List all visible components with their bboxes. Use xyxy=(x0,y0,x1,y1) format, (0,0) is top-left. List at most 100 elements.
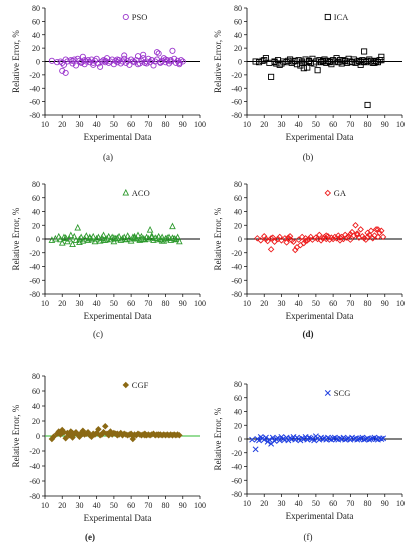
x-tick-label: 50 xyxy=(110,299,118,308)
data-point xyxy=(354,436,361,443)
y-tick-label: -20 xyxy=(231,249,242,258)
x-tick-label: 70 xyxy=(346,120,354,129)
data-point xyxy=(169,234,176,241)
y-tick-label: -60 xyxy=(29,276,40,285)
data-point xyxy=(343,234,351,241)
data-point xyxy=(364,233,371,241)
y-tick-label: -60 xyxy=(29,98,40,107)
data-point xyxy=(98,58,105,65)
x-tick-label: 50 xyxy=(312,499,320,508)
data-point xyxy=(79,430,87,437)
y-tick-label: 40 xyxy=(32,208,40,217)
data-point xyxy=(324,13,331,21)
data-point xyxy=(163,234,171,241)
data-point xyxy=(307,435,314,442)
data-point xyxy=(371,232,378,239)
data-point xyxy=(171,55,178,62)
x-tick-label: 90 xyxy=(381,120,389,129)
y-tick-label: 0 xyxy=(238,235,242,244)
data-point xyxy=(261,57,268,64)
data-point xyxy=(362,236,370,243)
y-axis-title: Relative Error, % xyxy=(213,30,223,93)
data-point xyxy=(122,59,129,66)
y-tick-label: 20 xyxy=(32,417,40,426)
panel-caption: (f) xyxy=(304,532,313,542)
y-tick-label: 20 xyxy=(234,44,242,53)
panel-caption: (e) xyxy=(85,532,95,542)
data-point xyxy=(143,60,150,67)
data-point xyxy=(369,235,376,242)
data-point xyxy=(95,426,102,433)
data-point xyxy=(366,231,373,239)
x-tick-label: 10 xyxy=(41,501,49,510)
data-point xyxy=(148,232,156,239)
y-tick-label: -60 xyxy=(231,98,242,107)
data-point xyxy=(155,431,162,438)
x-tick-label: 80 xyxy=(364,299,372,308)
data-point xyxy=(266,436,273,443)
y-tick-label: -60 xyxy=(231,276,242,285)
x-axis-title: Experimental Data xyxy=(286,311,354,321)
data-point xyxy=(169,47,176,54)
x-tick-label: 90 xyxy=(381,499,389,508)
x-tick-label: 90 xyxy=(179,299,187,308)
y-tick-label: -40 xyxy=(29,263,40,272)
y-tick-label: 0 xyxy=(36,235,40,244)
y-tick-label: -80 xyxy=(29,111,40,120)
data-point xyxy=(292,57,299,64)
data-point xyxy=(153,234,161,242)
data-point xyxy=(280,436,287,442)
data-point xyxy=(264,237,271,245)
y-tick-label: 0 xyxy=(36,58,40,67)
x-tick-label: 40 xyxy=(295,499,303,508)
data-point xyxy=(319,57,326,64)
data-point xyxy=(174,233,181,241)
data-point xyxy=(299,59,306,66)
data-point xyxy=(78,59,85,66)
data-point xyxy=(269,434,276,441)
data-point xyxy=(72,62,80,69)
x-tick-label: 60 xyxy=(127,120,135,129)
data-point xyxy=(347,58,354,65)
data-point xyxy=(273,436,280,442)
x-tick-label: 20 xyxy=(58,299,66,308)
y-tick-label: 60 xyxy=(234,194,242,203)
data-point xyxy=(150,62,157,69)
data-point xyxy=(122,381,130,389)
x-tick-label: 70 xyxy=(346,299,354,308)
data-point xyxy=(268,73,275,80)
data-point xyxy=(79,53,86,60)
data-point xyxy=(85,57,92,64)
data-point xyxy=(374,233,382,241)
x-tick-label: 10 xyxy=(243,299,251,308)
data-point xyxy=(102,57,109,64)
data-point xyxy=(278,60,285,67)
data-point xyxy=(336,234,344,241)
y-tick-label: -80 xyxy=(29,290,40,299)
y-tick-label: 20 xyxy=(234,421,242,430)
y-tick-label: 0 xyxy=(238,58,242,67)
chart-panel-c: -80 -60 -40 -20 0 20 40 60 80 10 20 30 40 50 60 70 80 90 1… xyxy=(11,180,206,321)
x-tick-label: 100 xyxy=(194,299,206,308)
series-points xyxy=(249,433,387,453)
x-tick-label: 20 xyxy=(260,499,268,508)
x-tick-label: 30 xyxy=(75,299,83,308)
data-point xyxy=(86,233,94,241)
x-tick-label: 60 xyxy=(329,499,337,508)
data-point xyxy=(69,60,76,67)
data-point xyxy=(121,52,128,59)
data-point xyxy=(291,246,299,254)
data-point xyxy=(140,55,147,62)
data-point xyxy=(249,436,256,443)
y-tick-label: 40 xyxy=(32,31,40,40)
y-tick-label: 0 xyxy=(36,432,40,441)
data-point xyxy=(271,59,278,66)
chart-panel-f: -80 -60 -40 -20 0 20 40 60 80 10 20 30 40 50 60 70 80 90 1… xyxy=(213,380,405,521)
data-point xyxy=(329,235,337,243)
data-point xyxy=(114,56,121,63)
data-point xyxy=(148,57,155,64)
y-tick-label: -60 xyxy=(231,476,242,485)
data-point xyxy=(252,58,259,65)
data-point xyxy=(371,59,378,66)
legend-label: ACO xyxy=(132,188,150,198)
